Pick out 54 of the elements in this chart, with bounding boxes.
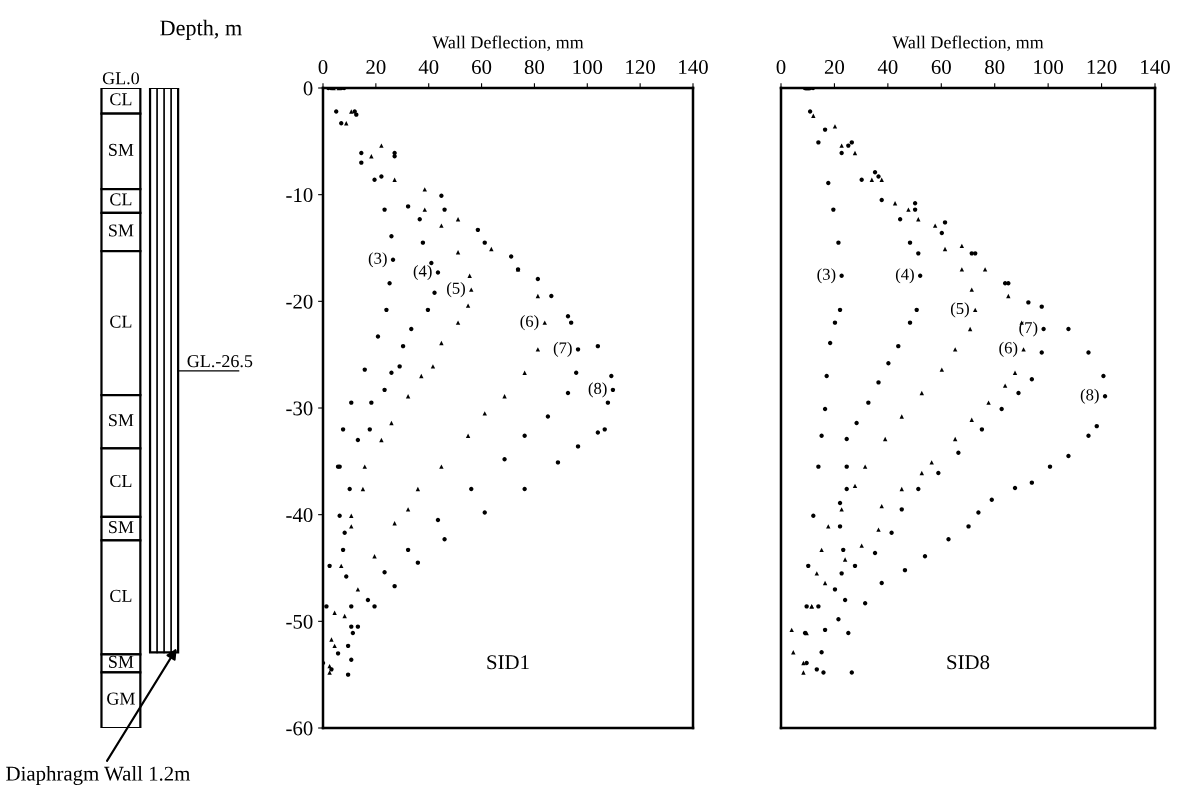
series-label: (3) [368, 252, 387, 268]
x-tick-label: 80 [524, 59, 545, 75]
series-label: (6) [999, 341, 1018, 357]
y-tick-label: -50 [286, 614, 313, 629]
text: CL [110, 589, 132, 602]
x-tick-label: 120 [626, 59, 655, 75]
x-tick-label: 0 [776, 59, 786, 75]
y-tick-label: -30 [286, 401, 313, 416]
series-label: (8) [1080, 388, 1099, 404]
text: CL [110, 315, 132, 328]
y-tick-label: -60 [286, 721, 313, 736]
x-tick-label: 60 [931, 59, 951, 75]
series-label: (5) [447, 282, 465, 298]
x-tick-label: 60 [472, 59, 492, 75]
y-tick-label: -10 [286, 188, 313, 203]
x-tick-label: 40 [418, 59, 439, 75]
series-label: (7) [1019, 321, 1038, 337]
series-label: (4) [895, 268, 914, 284]
x-axis-title: Wall Deflection, mm [892, 35, 1044, 52]
text: SM [109, 655, 134, 668]
y-tick-label: -40 [286, 508, 313, 523]
text: SM [109, 143, 134, 156]
text: SM [109, 414, 134, 427]
x-tick-label: 80 [985, 59, 1005, 75]
y-tick-label: -20 [286, 294, 313, 309]
y-axis-title: Depth, m [160, 19, 242, 40]
y-tick-label: 0 [303, 81, 313, 96]
x-tick-label: 20 [366, 59, 386, 75]
x-axis-title: Wall Deflection, mm [432, 35, 584, 52]
text: GM [107, 692, 135, 705]
annotation: SID8 [947, 655, 990, 670]
series-label: (7) [553, 341, 572, 357]
x-tick-label: 100 [1034, 59, 1063, 75]
x-tick-label: 40 [877, 59, 898, 75]
x-tick-label: 20 [824, 59, 845, 75]
x-tick-label: 140 [679, 59, 708, 75]
text: SM [109, 521, 134, 534]
series-label: (3) [817, 268, 836, 284]
text: GL.0 [102, 72, 140, 85]
x-tick-label: 0 [318, 59, 328, 75]
text: CL [110, 474, 132, 488]
text: SM [109, 224, 134, 237]
text: CL [110, 93, 132, 106]
series-label: (6) [520, 315, 539, 331]
series-label: (4) [413, 264, 432, 281]
x-tick-label: 120 [1087, 59, 1117, 75]
annotation: SID1 [487, 655, 529, 670]
series-label: (5) [950, 302, 969, 318]
text: CL [110, 193, 132, 206]
series-label: (8) [588, 382, 607, 398]
text: GL.-26.5 [187, 355, 253, 368]
x-tick-label: 100 [573, 59, 603, 75]
x-tick-label: 140 [1141, 59, 1170, 75]
text: Diaphragm Wall 1.2m [6, 766, 191, 785]
